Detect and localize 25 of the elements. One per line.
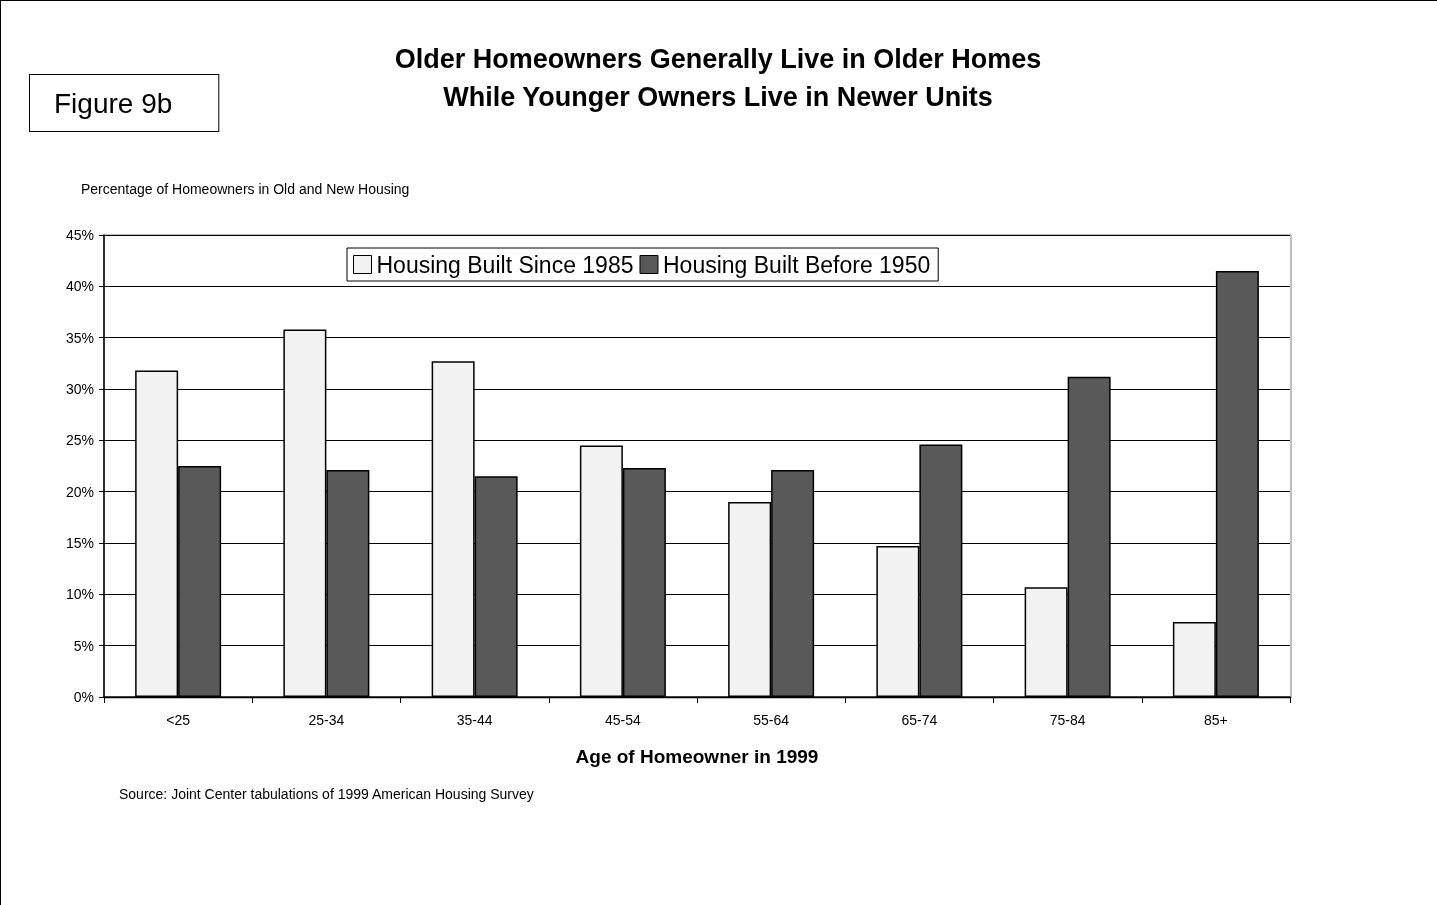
x-tick-label: 45-54: [604, 712, 641, 728]
y-tick-label: 20%: [65, 483, 94, 500]
x-tick-label: 25-34: [308, 712, 345, 728]
x-axis-title: Age of Homeowner in 1999: [575, 746, 819, 767]
chart-title: Older Homeowners Generally Live in Older Homes While Younger Owners Live in Newer Units: [394, 44, 1042, 112]
y-tick-label: 5%: [73, 637, 94, 654]
y-tick-label: 35%: [65, 329, 94, 346]
y-tick-label: 30%: [65, 381, 94, 397]
legend-label: Housing Built Since 1985: [376, 251, 634, 278]
y-tick-label: 40%: [65, 278, 94, 295]
x-tick-label: <25: [166, 712, 191, 728]
legend-label: Housing Built Before 1950: [663, 251, 931, 278]
x-tick-label: 75-84: [1049, 712, 1086, 728]
caption: Figure 9b: [54, 87, 173, 119]
y-axis-title: Percentage of Homeowners in Old and New Housing: [81, 181, 410, 197]
x-tick-label: 35-44: [456, 712, 493, 728]
y-tick-label: 45%: [65, 227, 94, 243]
y-tick-label: 25%: [65, 432, 94, 449]
x-tick-label: 55-64: [753, 712, 790, 728]
y-tick-label: 0%: [73, 689, 94, 705]
y-tick-label: 15%: [65, 535, 94, 551]
x-tick-label: 65-74: [901, 712, 938, 728]
x-tick-label: 85+: [1204, 712, 1228, 728]
source-note: Source: Joint Center tabulations of 1999 American Housing Survey: [119, 786, 534, 802]
y-tick-label: 10%: [65, 586, 94, 603]
